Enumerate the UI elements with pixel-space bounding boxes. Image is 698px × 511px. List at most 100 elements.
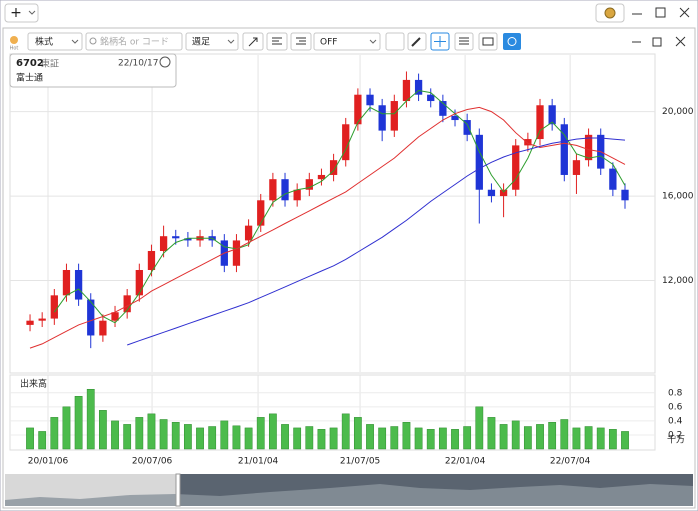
candle-body (244, 225, 253, 241)
volume-bar (220, 420, 229, 450)
add-caret (28, 10, 36, 15)
volume-tick-label: 0.6 (668, 402, 683, 412)
volume-bar (98, 410, 107, 450)
overlay-label: OFF (320, 38, 337, 48)
y-tick-label: 20,000 (662, 107, 694, 117)
volume-bar (135, 417, 144, 450)
volume-bar (26, 427, 34, 450)
volume-bar (523, 426, 532, 450)
volume-bar (596, 427, 605, 450)
market-select[interactable] (27, 32, 83, 51)
volume-bar (244, 427, 253, 450)
candle-body (390, 101, 398, 131)
navigator-handle[interactable] (175, 473, 181, 507)
candle-body (621, 189, 629, 201)
candle-body (560, 124, 568, 175)
candle-body (135, 269, 143, 296)
close-button[interactable] (679, 7, 690, 18)
candle-body (402, 79, 411, 102)
icon (434, 36, 446, 47)
volume-bar (183, 424, 192, 450)
x-tick-label: 20/01/06 (28, 457, 69, 467)
icon (459, 37, 469, 45)
y-tick-label: 16,000 (662, 192, 694, 202)
icon (411, 37, 421, 47)
search-box[interactable] (85, 32, 183, 51)
icon (482, 37, 494, 46)
icon (507, 37, 517, 46)
add-button[interactable] (4, 3, 39, 23)
info-box (9, 53, 177, 88)
moving-average (29, 106, 626, 349)
candle-body (378, 105, 386, 131)
volume-tick-label: 0.8 (668, 388, 683, 398)
volume-bar (548, 422, 557, 450)
volume-bar (159, 419, 168, 450)
volume-bar (390, 426, 399, 450)
candle-body (123, 295, 131, 313)
market-label: 株式 (35, 36, 53, 48)
candle-body (281, 179, 289, 201)
volume-bar (414, 427, 423, 450)
overlay-select[interactable] (313, 32, 381, 51)
volume-bar (281, 424, 289, 450)
volume-title: 出来高 (20, 378, 47, 390)
volume-bar (196, 427, 204, 450)
refresh-button[interactable] (503, 33, 521, 50)
panel-restore[interactable] (652, 37, 662, 47)
candle-body (499, 189, 508, 197)
camera-button[interactable] (478, 32, 498, 51)
volume-bar (426, 429, 435, 450)
search-placeholder: 銘柄名 or コード (100, 36, 169, 48)
candle-body (548, 105, 556, 125)
candle-body (172, 236, 180, 239)
volume-bar (499, 424, 508, 450)
volume-bar (123, 424, 132, 450)
volume-bar (511, 420, 520, 450)
volume-bar (329, 427, 338, 450)
settings-icon (604, 7, 616, 19)
volume-bar (341, 413, 350, 450)
x-tick-label: 22/01/04 (445, 457, 486, 467)
volume-bar (268, 413, 277, 450)
volume-bar (38, 431, 47, 450)
volume-bar (584, 426, 593, 450)
moving-average (127, 137, 626, 346)
candle-body (609, 168, 617, 190)
candle-body (269, 179, 277, 201)
candle-body (111, 312, 119, 321)
candle-body (536, 105, 544, 140)
shuffle-button[interactable] (385, 32, 405, 51)
hot-label: Hot (10, 46, 19, 52)
candle-body (427, 94, 435, 102)
icon (248, 37, 258, 47)
volume-bar (232, 425, 241, 450)
volume-bar (608, 429, 617, 450)
exchange: 東証 (41, 58, 59, 70)
price-plot (9, 53, 656, 374)
moving-average (53, 89, 626, 324)
volume-bar (572, 427, 581, 450)
hot-icon (10, 36, 18, 44)
volume-bar (305, 426, 314, 450)
x-tick-label: 21/01/04 (238, 457, 279, 467)
period-select[interactable] (185, 32, 239, 51)
volume-bar (463, 426, 472, 450)
volume-bar (50, 417, 59, 450)
candle-body (99, 320, 107, 336)
candle-body (257, 200, 265, 226)
candle-body (584, 134, 593, 161)
candle-body (414, 79, 423, 95)
info-toggle[interactable] (159, 56, 171, 68)
candle-body (475, 134, 483, 190)
maximize-button[interactable] (655, 7, 666, 18)
candle-body (572, 160, 581, 175)
icon (296, 37, 306, 45)
volume-bar (147, 413, 156, 450)
volume-bar (475, 406, 484, 450)
volume-tick-label: 0.4 (668, 416, 683, 426)
date: 22/10/17 (118, 59, 158, 69)
panel-close[interactable] (675, 36, 686, 47)
